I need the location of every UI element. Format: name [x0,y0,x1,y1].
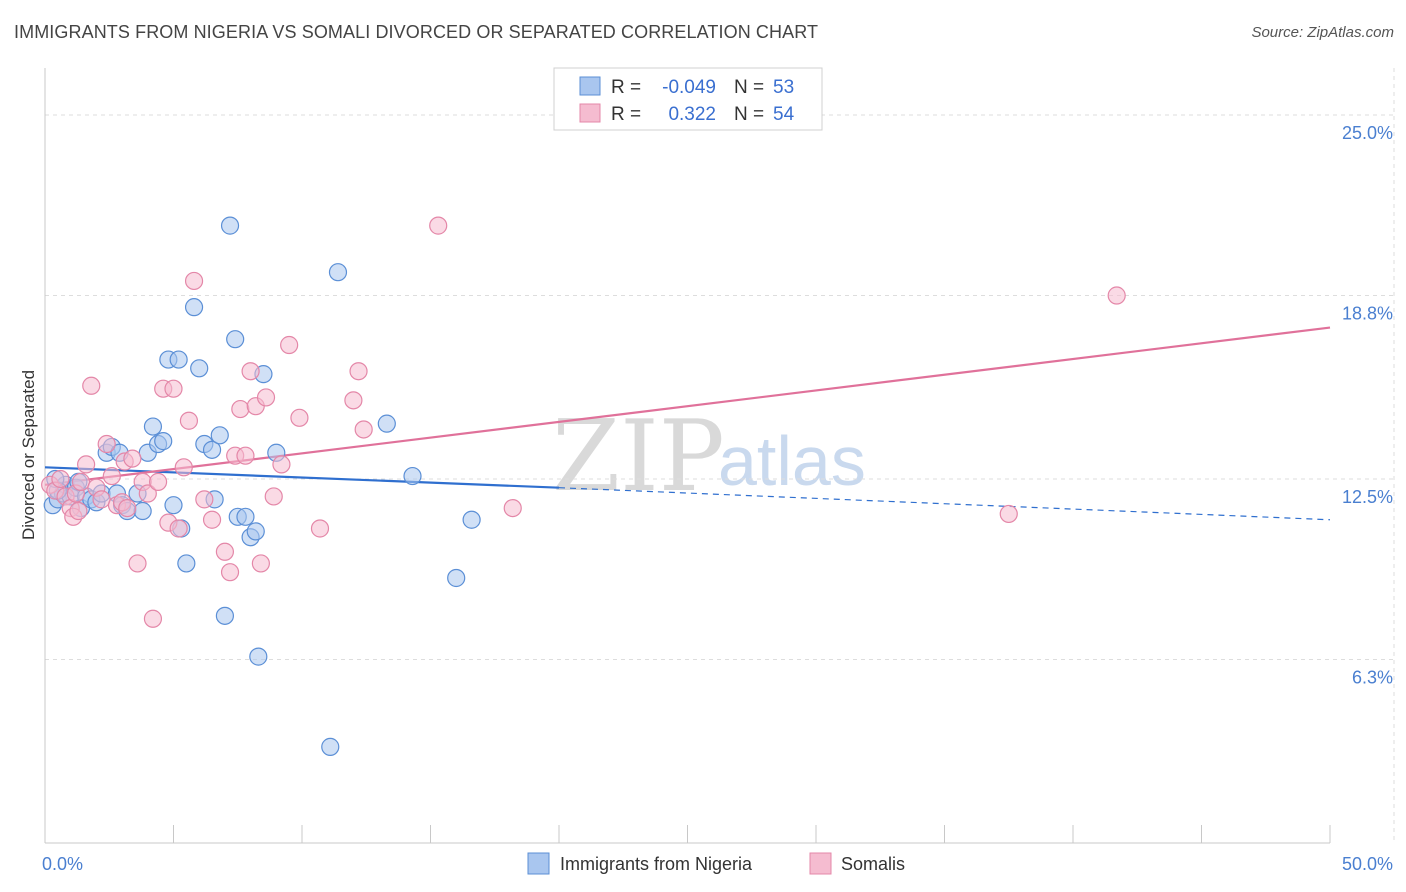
somalis-point-32 [195,490,214,509]
somalis-point-10 [82,376,101,395]
watermark-zip: ZIP [552,400,725,514]
y-tick-label-3: 25.0% [1342,123,1393,143]
somalis-point-37 [231,399,250,419]
somalis-point-14 [102,466,121,486]
somalis-point-54 [1107,286,1126,305]
nigeria-point-23 [154,432,173,451]
somalis-point-52 [503,498,522,518]
nigeria-point-41 [246,522,265,541]
bottom-legend-somalis: Somalis [841,854,905,874]
somalis-point-49 [349,362,368,381]
data-points [41,216,1126,756]
y-tick-label-1: 12.5% [1342,487,1393,507]
nigeria-point-46 [328,263,348,282]
bottom-legend-swatch-somalis [809,852,832,875]
nigeria-point-25 [164,496,183,515]
chart-title: IMMIGRANTS FROM NIGERIA VS SOMALI DIVORC… [14,22,819,42]
trend-lines [44,326,1331,521]
axes [44,68,1331,844]
somalis-point-31 [184,271,204,291]
somalis-point-20 [128,554,147,573]
somalis-point-2 [51,469,70,489]
stats-legend: R = -0.049 N = 53 R = 0.322 N = 54 [553,67,823,131]
nigeria-point-39 [236,507,255,526]
legend-n-value-2: 54 [773,104,795,125]
somalis-point-13 [97,434,116,454]
somalis-point-39 [241,362,260,381]
nigeria-point-30 [190,359,209,378]
nigeria-point-34 [210,426,229,445]
somalis-point-22 [138,484,157,503]
legend-n-value-1: 53 [773,77,794,98]
somalis-point-27 [164,379,183,398]
somalis-point-53 [999,504,1018,524]
somalis-point-47 [310,519,330,538]
y-tick-label-2: 18.8% [1342,304,1393,324]
somalis-point-23 [143,609,163,628]
source-label: Source: ZipAtlas.com [1251,24,1394,41]
somalis-point-30 [179,411,199,430]
somalis-trend-line [44,326,1331,486]
nigeria-point-32 [202,440,222,459]
nigeria-point-19 [133,501,152,521]
somalis-point-28 [169,519,188,538]
somalis-point-24 [148,472,168,491]
somalis-point-44 [272,455,291,474]
legend-r-label-1: R = [611,77,641,98]
somalis-point-33 [202,510,222,529]
legend-r-label-2: R = [611,104,641,125]
somalis-point-38 [236,446,255,465]
legend-swatch-somalis [579,103,601,123]
somalis-point-50 [354,420,373,439]
watermark-atlas: atlas [718,422,866,500]
bottom-legend-swatch-nigeria [527,852,550,875]
legend-swatch-nigeria [579,76,601,96]
legend-n-label-2: N = [734,104,764,125]
nigeria-point-45 [321,737,340,756]
x-tick-label-1: 50.0% [1342,854,1393,874]
series-legend: Immigrants from Nigeria Somalis [527,852,905,875]
somalis-point-18 [118,498,137,518]
somalis-point-42 [256,388,276,407]
somalis-point-51 [429,216,448,235]
legend-n-label-1: N = [734,77,764,98]
nigeria-point-35 [215,606,234,625]
nigeria-trend-line [44,466,560,489]
somalis-point-46 [290,408,309,427]
bottom-legend-nigeria: Immigrants from Nigeria [560,854,753,874]
somalis-point-7 [69,501,88,521]
somalis-point-8 [71,472,91,491]
somalis-point-35 [220,563,240,582]
nigeria-point-26 [169,350,188,369]
somalis-point-19 [123,449,142,468]
nigeria-point-42 [249,647,268,666]
somalis-point-43 [264,487,283,506]
legend-r-value-1: -0.049 [662,77,716,98]
nigeria-point-50 [462,510,481,529]
somalis-point-41 [251,554,270,573]
nigeria-point-37 [226,330,245,349]
nigeria-point-21 [143,417,163,436]
nigeria-point-28 [177,554,196,573]
nigeria-point-49 [447,568,466,588]
somalis-point-29 [174,458,193,477]
y-tick-label-0: 6.3% [1352,668,1393,688]
tick-labels: 6.3% 12.5% 18.8% 25.0% 0.0% 50.0% [42,123,1393,874]
somalis-point-34 [215,542,234,561]
x-tick-label-0: 0.0% [42,854,83,874]
nigeria-point-47 [377,414,396,433]
legend-r-value-2: 0.322 [668,104,716,125]
nigeria-trend-extension [558,487,1331,521]
nigeria-point-29 [184,298,204,317]
somalis-point-9 [77,455,96,474]
nigeria-point-48 [403,466,422,486]
somalis-point-45 [280,335,299,355]
somalis-point-12 [92,490,111,509]
nigeria-point-36 [220,216,240,235]
y-axis-title: Divorced or Separated [19,370,38,540]
somalis-point-48 [344,391,363,410]
